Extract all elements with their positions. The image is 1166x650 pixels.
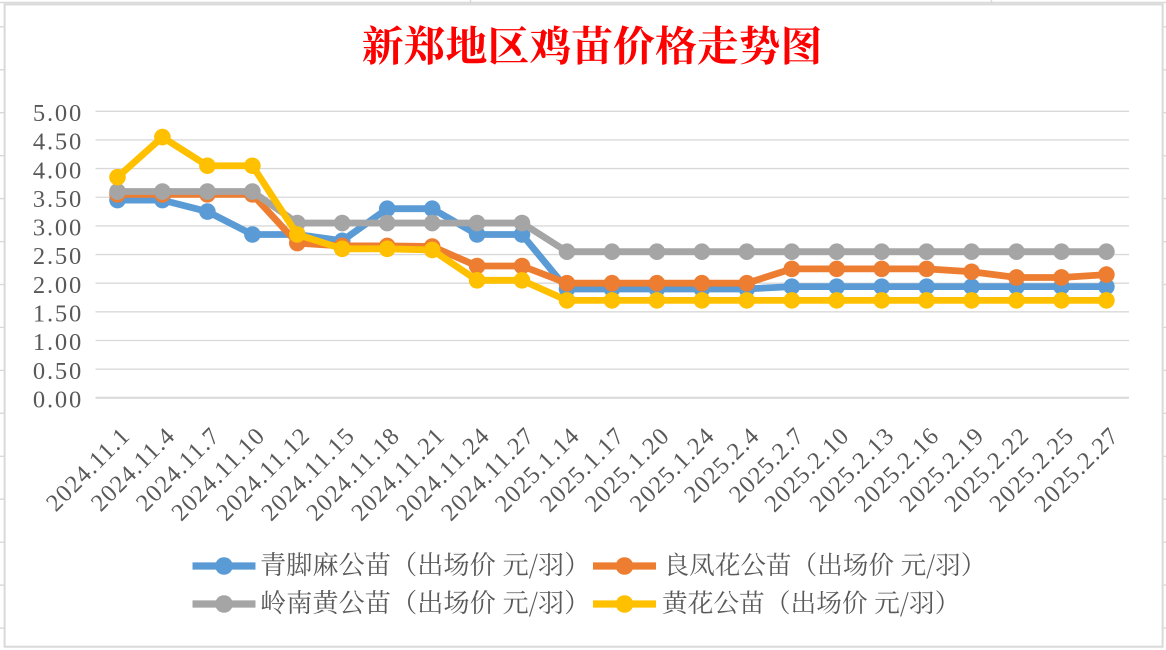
- svg-text:4.00: 4.00: [33, 157, 83, 184]
- svg-text:4.50: 4.50: [33, 129, 83, 156]
- svg-text:2.50: 2.50: [33, 243, 83, 270]
- svg-text:3.00: 3.00: [33, 215, 83, 242]
- svg-text:1.00: 1.00: [33, 329, 83, 356]
- svg-text:0.50: 0.50: [33, 358, 83, 385]
- svg-text:1.50: 1.50: [33, 301, 83, 328]
- svg-text:2.00: 2.00: [33, 272, 83, 299]
- svg-text:3.50: 3.50: [33, 186, 83, 213]
- svg-text:0.00: 0.00: [33, 387, 83, 414]
- svg-text:5.00: 5.00: [33, 100, 83, 127]
